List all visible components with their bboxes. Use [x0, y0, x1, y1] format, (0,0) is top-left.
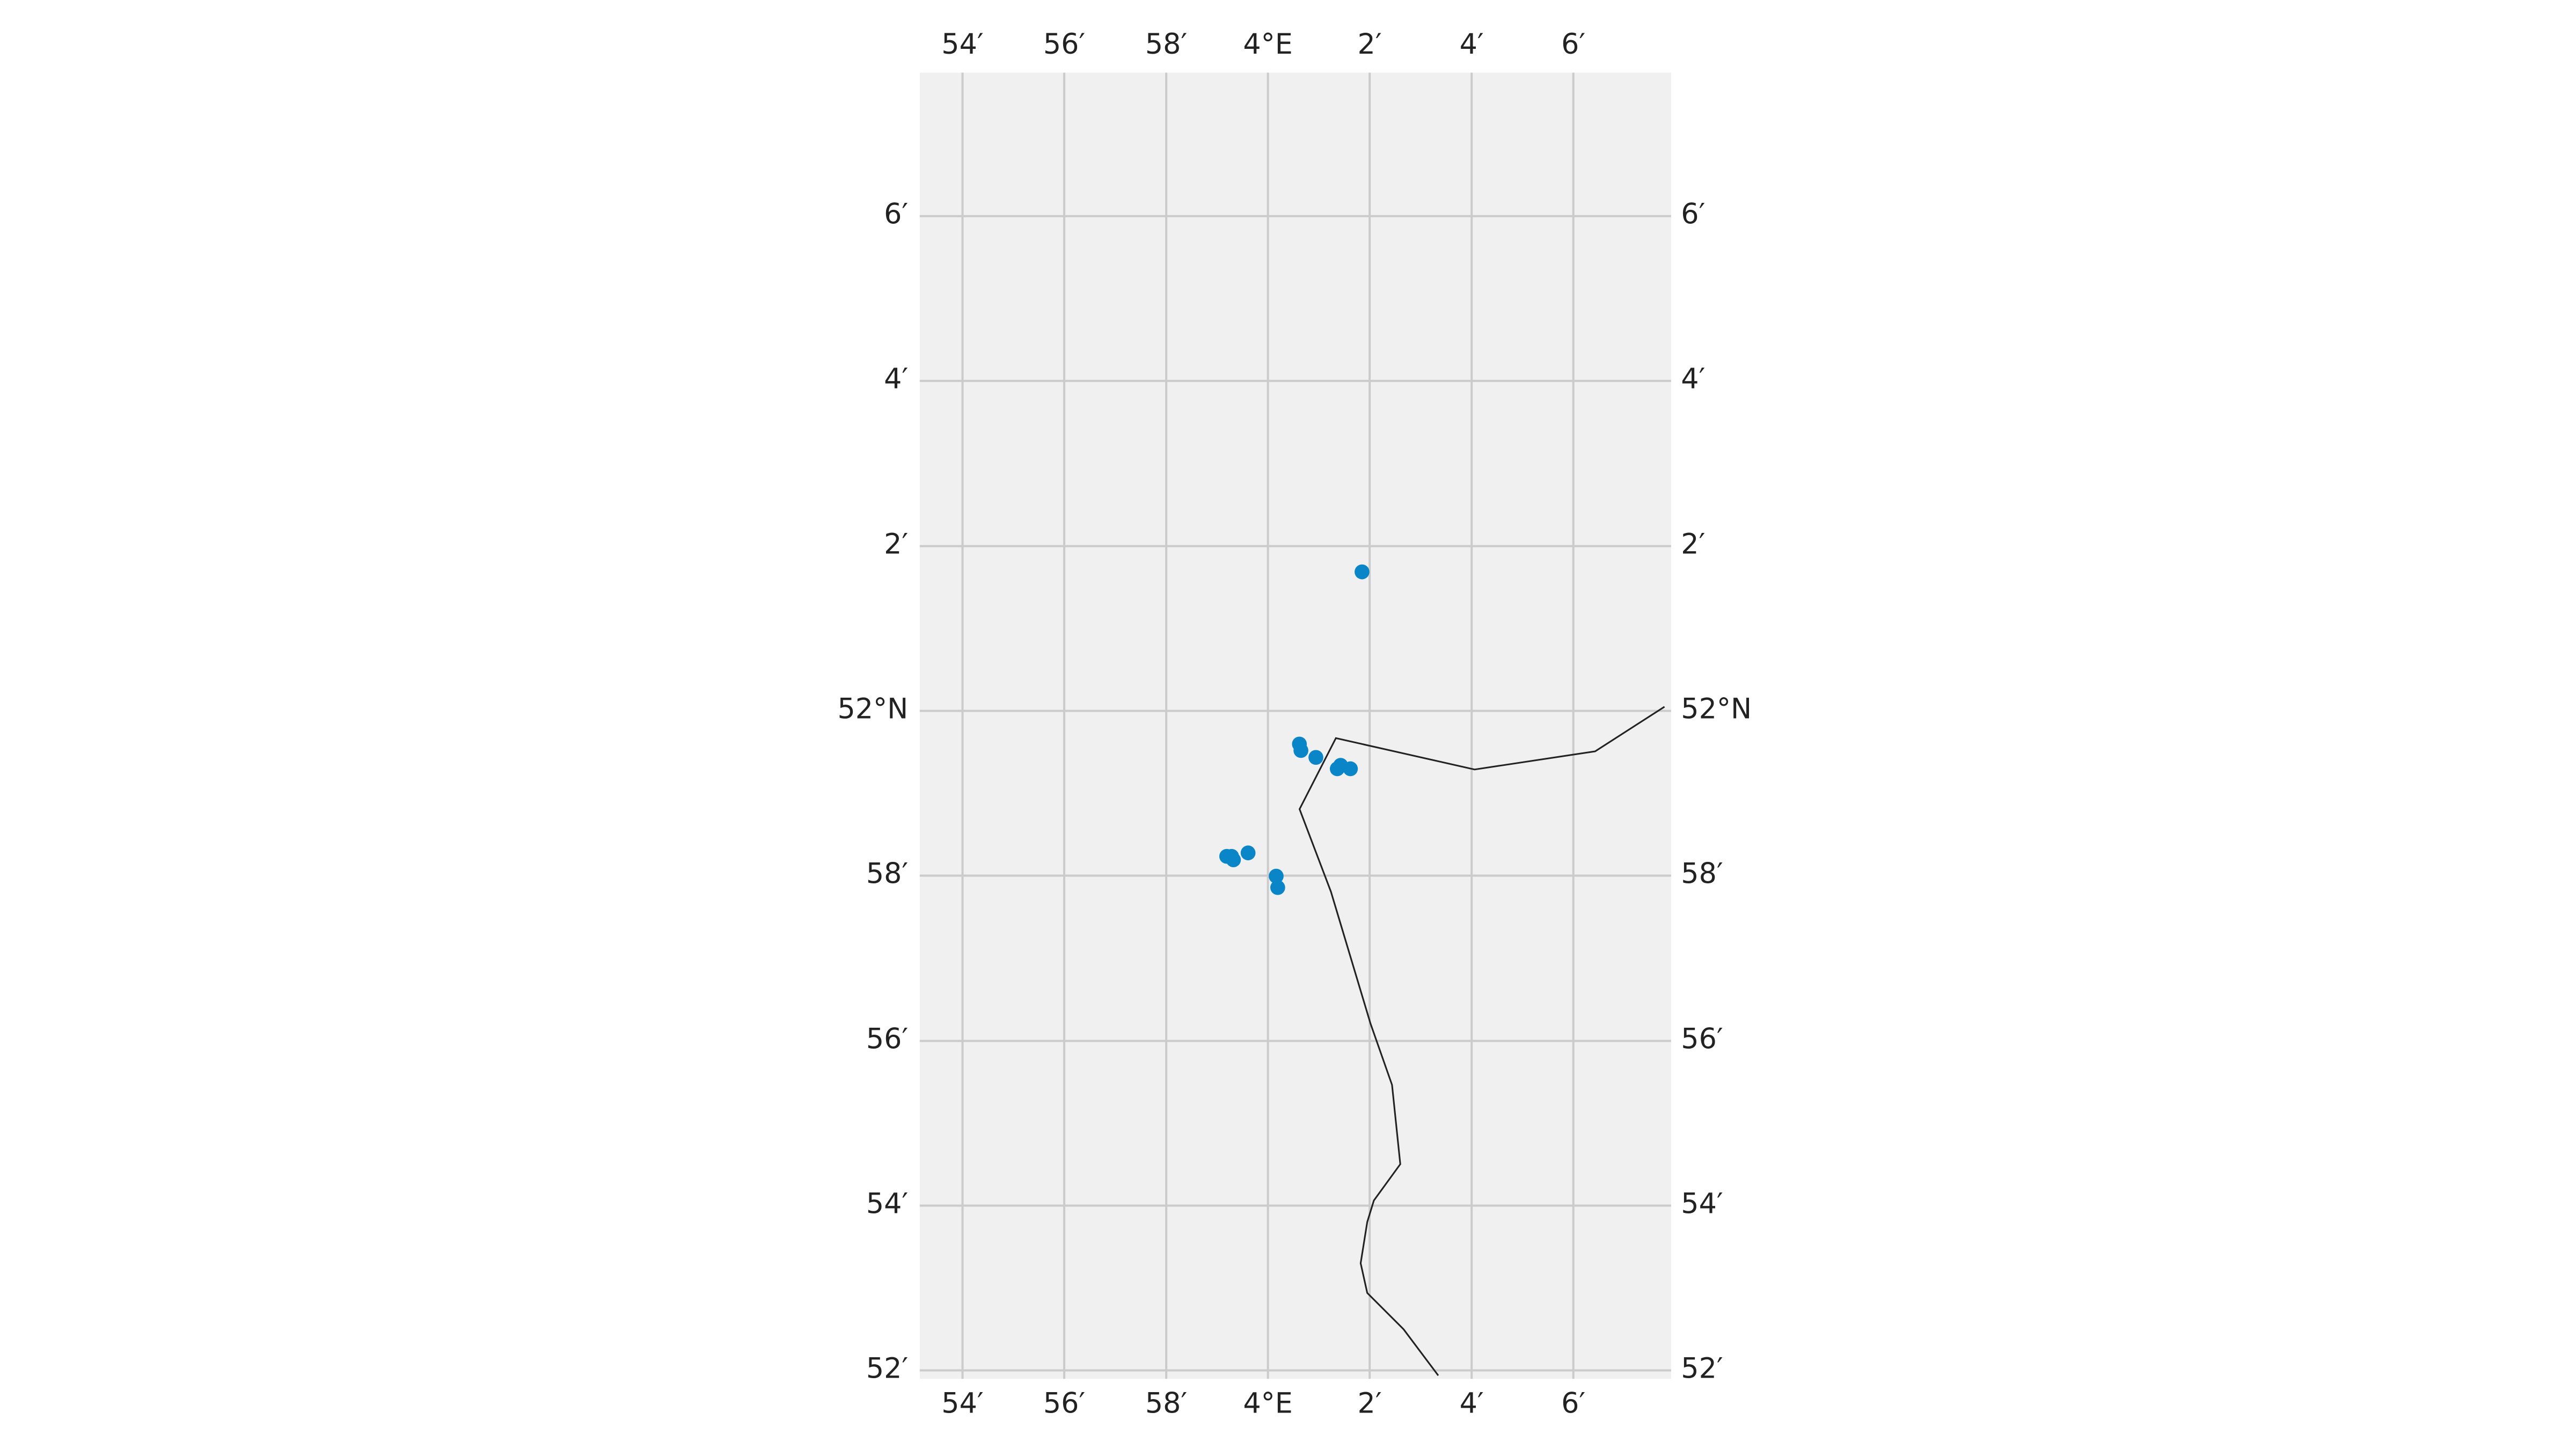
x-tick-label: 6′ [1561, 1387, 1585, 1419]
points [1219, 564, 1370, 895]
y-tick-label: 2′ [884, 528, 908, 561]
y-tick-label: 54′ [1681, 1188, 1723, 1220]
x-tick-label: 2′ [1358, 1387, 1382, 1419]
y-tick-label: 52°N [837, 693, 908, 726]
x-tick-label: 4°E [1243, 28, 1292, 61]
x-tick-label: 4°E [1243, 1387, 1292, 1419]
point [1269, 868, 1284, 884]
y-tick-label: 54′ [866, 1188, 908, 1220]
y-tick-label: 52′ [1681, 1352, 1723, 1385]
point [1224, 848, 1239, 864]
y-tick-label: 52′ [866, 1352, 908, 1385]
point [1293, 743, 1308, 758]
x-tick-label: 58′ [1145, 1387, 1187, 1419]
y-tick-label: 58′ [1681, 858, 1723, 890]
x-tick-label: 6′ [1561, 28, 1585, 61]
y-tick-label: 56′ [1681, 1023, 1723, 1056]
y-tick-label: 4′ [1681, 363, 1705, 396]
y-tick-label: 6′ [884, 198, 908, 231]
x-tick-label: 54′ [941, 28, 983, 61]
x-tick-label: 54′ [941, 1387, 983, 1419]
y-tick-label: 58′ [866, 858, 908, 890]
x-tick-label: 56′ [1043, 1387, 1085, 1419]
y-tick-label: 2′ [1681, 528, 1705, 561]
y-tick-label: 6′ [1681, 198, 1705, 231]
point [1355, 564, 1370, 580]
x-tick-label: 2′ [1358, 28, 1382, 61]
point [1343, 761, 1358, 777]
point [1270, 880, 1285, 895]
point [1308, 750, 1323, 765]
y-tick-label: 4′ [884, 363, 908, 396]
plot-area [919, 72, 1671, 1379]
x-tick-label: 58′ [1145, 28, 1187, 61]
grid [919, 72, 1671, 1379]
x-tick-label: 4′ [1460, 1387, 1484, 1419]
y-tick-label: 56′ [866, 1023, 908, 1056]
point [1240, 845, 1256, 861]
coastline [1298, 706, 1665, 1376]
y-tick-label: 52°N [1681, 693, 1752, 726]
x-tick-label: 4′ [1460, 28, 1484, 61]
x-tick-label: 56′ [1043, 28, 1085, 61]
